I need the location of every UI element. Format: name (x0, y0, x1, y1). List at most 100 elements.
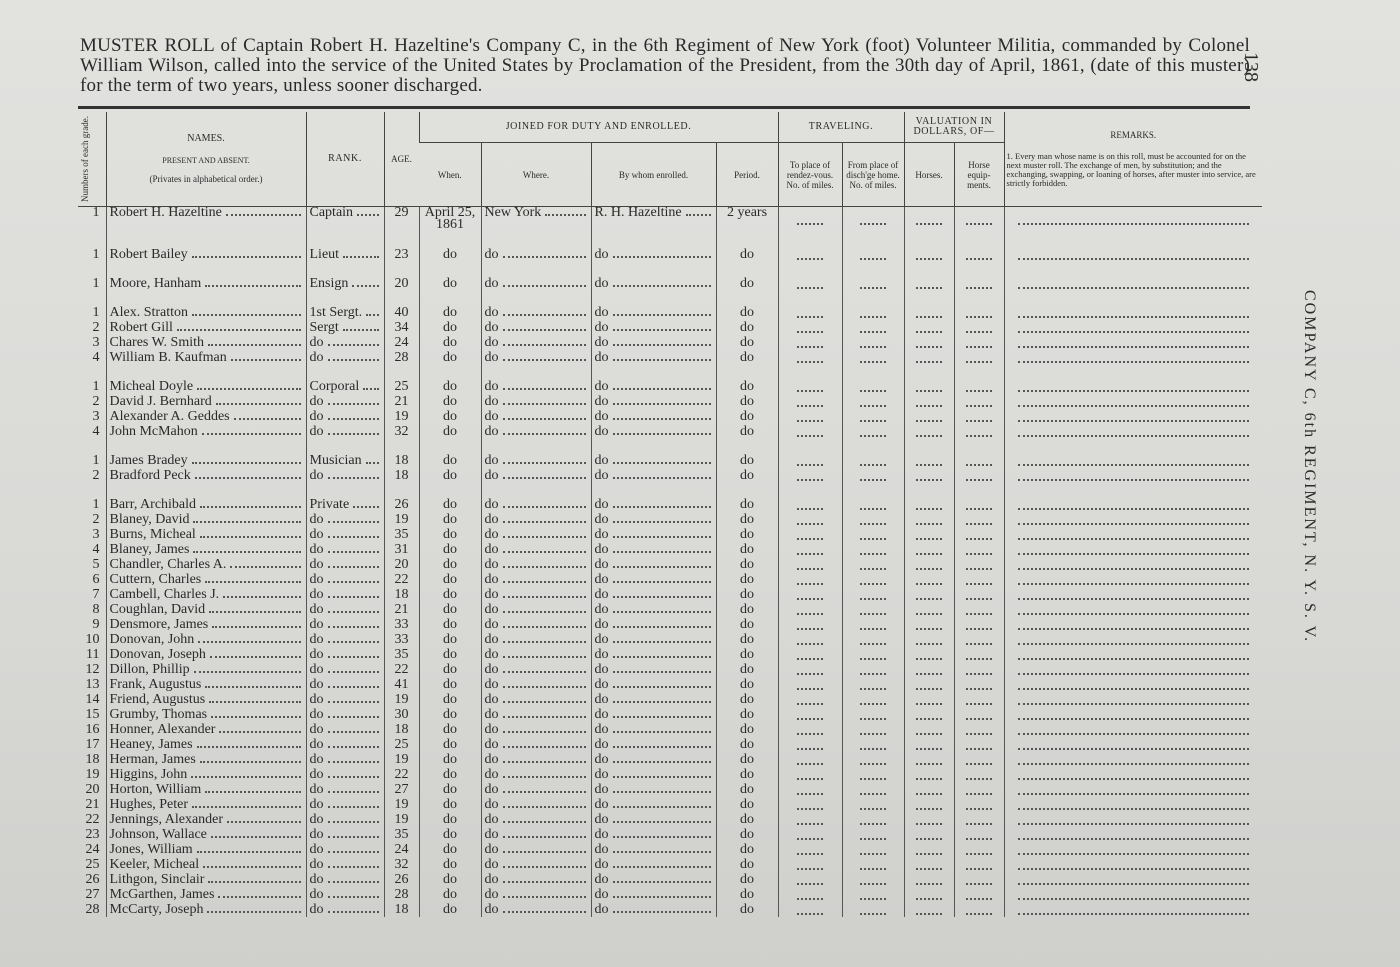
row: 13 Frank, Augustus do 41 do do do do (78, 676, 1263, 692)
age: 22 (394, 766, 409, 782)
leader: do (595, 497, 713, 512)
rank-cell: do (305, 616, 384, 632)
name-cell: Lithgon, Sinclair (105, 871, 306, 887)
enrolled-by: do (594, 496, 609, 512)
blank-cell (953, 304, 1005, 320)
remarks-cell (1003, 319, 1263, 335)
when: do (443, 721, 457, 737)
grade-number-cell: 17 (78, 737, 106, 752)
blank-cell (841, 246, 905, 262)
age-cell: 31 (383, 541, 419, 557)
empty-cell (590, 364, 716, 379)
leader: do (595, 335, 713, 350)
leader: Johnson, Wallace (110, 827, 303, 842)
dots (966, 352, 993, 363)
dots (1017, 739, 1250, 750)
where: do (484, 691, 499, 707)
dots (1017, 829, 1250, 840)
when: do (443, 811, 457, 827)
name: Blaney, James (109, 541, 190, 557)
blank-cell (841, 781, 905, 797)
blank-cell (777, 766, 843, 782)
age: 23 (394, 246, 409, 262)
blank-cell (953, 246, 1005, 262)
where: do (484, 304, 499, 320)
name: Barr, Archibald (109, 496, 197, 512)
grade-number: 3 (92, 334, 100, 350)
dots (916, 426, 943, 437)
period: do (740, 423, 754, 439)
age: 18 (394, 901, 409, 917)
leader: do (595, 350, 713, 365)
where-cell: do (480, 841, 591, 857)
rank: do (309, 811, 324, 827)
name-cell: Heaney, James (105, 736, 306, 752)
name: Horton, William (109, 781, 202, 797)
name: Johnson, Wallace (109, 826, 207, 842)
empty-cell (383, 364, 419, 379)
head-cell: REMARKS. 1. Every man whose name is on t… (1003, 112, 1263, 207)
grade-number-cell: 1 (78, 276, 106, 291)
where: do (484, 661, 499, 677)
blank-cell (777, 378, 843, 394)
remarks-cell (1003, 751, 1263, 767)
blank-cell (841, 408, 905, 424)
dots (966, 844, 993, 855)
dots (916, 470, 943, 481)
dots (797, 589, 824, 600)
enrolled-by: do (594, 601, 609, 617)
dots (916, 814, 943, 825)
blank-cell (777, 586, 843, 602)
empty-cell (715, 232, 779, 247)
leader: do (595, 542, 713, 557)
when: do (443, 736, 457, 752)
blank-cell (903, 601, 955, 617)
when-cell: do (418, 901, 481, 917)
leader: do (595, 782, 713, 797)
age-cell: 26 (383, 496, 419, 512)
dots (860, 844, 887, 855)
grade-number-cell: 14 (78, 692, 106, 707)
name: Lithgon, Sinclair (109, 871, 205, 887)
enrolled-by: do (594, 736, 609, 752)
name-cell: Coughlan, David (105, 601, 306, 617)
name: Coughlan, David (109, 601, 206, 617)
dots (966, 426, 993, 437)
rank-cell: do (305, 631, 384, 647)
blank-cell (841, 601, 905, 617)
leader: do (595, 453, 713, 468)
leader: Horton, William (110, 782, 303, 797)
when-cell: do (418, 721, 481, 737)
where: do (484, 796, 499, 812)
enrolled-by: do (594, 349, 609, 365)
leader: do (310, 662, 381, 677)
dots (916, 709, 943, 720)
period: do (740, 841, 754, 857)
name: Micheal Doyle (109, 378, 194, 394)
row: 11 Donovan, Joseph do 35 do do do do (78, 646, 1263, 662)
dots (1017, 634, 1250, 645)
grade-number-cell: 27 (78, 887, 106, 902)
leader: do (310, 737, 381, 752)
empty-cell (777, 290, 843, 305)
dots (916, 724, 943, 735)
period-cell: do (715, 631, 779, 647)
leader: do (595, 587, 713, 602)
dots (966, 529, 993, 540)
enrolled-by-cell: do (590, 571, 716, 587)
enrolled-by: do (594, 766, 609, 782)
where: do (484, 901, 499, 917)
dots (797, 874, 824, 885)
dots (1017, 589, 1250, 600)
dots (797, 784, 824, 795)
grade-number: 7 (92, 586, 100, 602)
period: do (740, 319, 754, 335)
where: do (484, 467, 499, 483)
enrolled-by-cell: do (590, 766, 716, 782)
age-cell: 21 (383, 601, 419, 617)
age-cell: 21 (383, 393, 419, 409)
rank: do (309, 586, 324, 602)
where: do (484, 676, 499, 692)
grade-number-cell: 1 (78, 207, 106, 233)
remarks-cell (1003, 796, 1263, 812)
